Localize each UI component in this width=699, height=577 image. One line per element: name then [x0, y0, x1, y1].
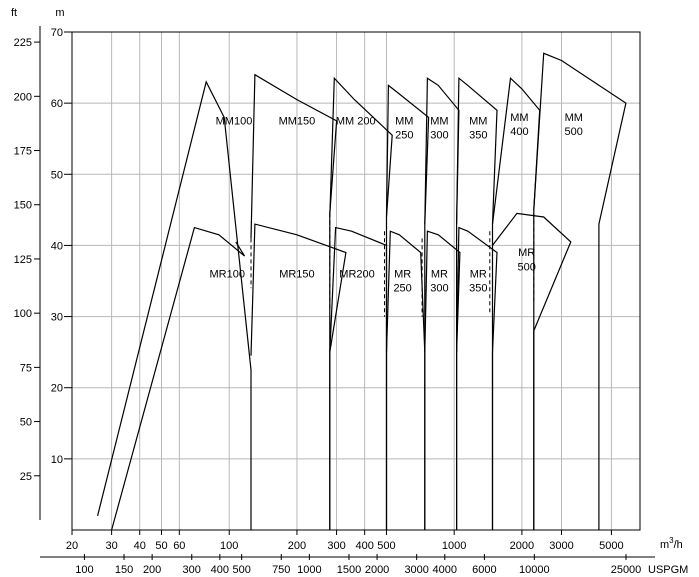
series-curve-mr150	[250, 223, 347, 530]
usgpm-tick-label: 200	[143, 564, 161, 576]
series-label: MR200	[339, 268, 374, 280]
m3h-tick-label: 5000	[599, 540, 623, 552]
series-label: MR	[431, 268, 448, 280]
m3h-tick-label: 500	[377, 540, 395, 552]
m3h-tick-label: 100	[220, 540, 238, 552]
ft-tick-label: 225	[14, 37, 32, 49]
m3h-unit-per-hour: /h	[674, 539, 683, 551]
m-axis-unit: m	[55, 7, 64, 19]
series-label: MR	[394, 268, 411, 280]
usgpm-axis-unit: USPGM	[648, 564, 688, 576]
series-label: MR150	[279, 268, 314, 280]
series-label: MM100	[216, 115, 253, 127]
usgpm-tick-label: 4000	[433, 564, 457, 576]
usgpm-tick-label: 1500	[337, 564, 361, 576]
m3h-tick-label: 3000	[549, 540, 573, 552]
m-tick-label: 70	[51, 27, 63, 39]
usgpm-tick-label: 100	[75, 564, 93, 576]
usgpm-tick-label: 750	[272, 564, 290, 576]
ft-tick-label: 125	[14, 254, 32, 266]
m-tick-label: 10	[51, 454, 63, 466]
usgpm-tick-label: 300	[183, 564, 201, 576]
m3h-tick-label: 1000	[442, 540, 466, 552]
series-curve-mr300	[424, 230, 461, 530]
usgpm-tick-label: 1000	[297, 564, 321, 576]
m-tick-label: 40	[51, 240, 63, 252]
m3h-tick-label: 400	[355, 540, 373, 552]
m-tick-label: 20	[51, 383, 63, 395]
usgpm-tick-label: 6000	[472, 564, 496, 576]
ft-tick-label: 175	[14, 146, 32, 158]
series-label: 250	[395, 130, 413, 142]
series-label: 300	[430, 283, 448, 295]
series-label: MR	[518, 247, 535, 259]
m3h-tick-label: 40	[134, 540, 146, 552]
usgpm-tick-label: 500	[232, 564, 250, 576]
grid	[72, 32, 640, 530]
series-labels: MM100 MM150 MM 200 MM 250 MM 300 MM 350 MM 400 MM 50…	[210, 112, 583, 295]
series-label: 500	[517, 261, 535, 273]
m3h-axis-unit: m3/h	[660, 536, 683, 551]
ft-tick-label: 50	[20, 417, 32, 429]
series-label: 350	[469, 283, 487, 295]
ft-axis-unit: ft	[11, 7, 17, 19]
series-label: 250	[393, 283, 411, 295]
series-curve-mr250	[385, 230, 426, 530]
series-curve-mm150	[250, 73, 338, 530]
series-curve-mm500	[533, 52, 627, 530]
usgpm-tick-label: 25000	[611, 564, 642, 576]
series-curve-mm400	[491, 76, 541, 530]
series-group	[97, 52, 627, 531]
series-label: 350	[469, 130, 487, 142]
series-label: MM150	[279, 115, 316, 127]
ft-tick-label: 150	[14, 200, 32, 212]
m3h-tick-label: 300	[327, 540, 345, 552]
ft-tick-label: 200	[14, 91, 32, 103]
series-label: MM 200	[336, 115, 376, 127]
series-curve-mm200	[329, 76, 393, 530]
series-curve-mm350	[456, 76, 498, 530]
plot-frame	[71, 31, 641, 531]
series-curve-mm100	[97, 80, 252, 530]
series-label: MM	[565, 112, 583, 124]
series-curve-mr100	[111, 226, 246, 531]
usgpm-tick-label: 2000	[365, 564, 389, 576]
series-curve-mr350	[456, 226, 498, 530]
series-label: MR	[470, 268, 487, 280]
m-tick-label: 60	[51, 98, 63, 110]
series-label: MM	[395, 115, 413, 127]
m3h-unit-m: m	[660, 539, 669, 551]
ft-tick-label: 100	[14, 308, 32, 320]
axes: ft 25 50 75 100 125 150 175 200 225 m 10 20 30 40 50 60 7…	[11, 7, 688, 576]
m3h-unit-superscript: 3	[669, 536, 674, 545]
usgpm-tick-label: 3000	[404, 564, 428, 576]
usgpm-tick-label: 400	[211, 564, 229, 576]
m-tick-label: 50	[51, 169, 63, 181]
series-label: 500	[565, 126, 583, 138]
series-label: MR100	[210, 268, 245, 280]
series-label: MM	[510, 112, 528, 124]
usgpm-tick-label: 150	[115, 564, 133, 576]
m3h-tick-label: 50	[155, 540, 167, 552]
series-curve-mr500	[492, 212, 572, 530]
series-curve-mm250	[385, 84, 430, 530]
series-label: MM	[469, 115, 487, 127]
series-label: 300	[430, 130, 448, 142]
series-curve-mr200	[329, 226, 388, 530]
m3h-tick-label: 60	[173, 540, 185, 552]
m3h-tick-label: 30	[105, 540, 117, 552]
series-label: 400	[510, 126, 528, 138]
m3h-tick-label: 20	[66, 540, 78, 552]
m3h-tick-label: 2000	[510, 540, 534, 552]
m-tick-label: 30	[51, 312, 63, 324]
usgpm-tick-label: 10000	[519, 564, 550, 576]
series-label: MM	[430, 115, 448, 127]
m3h-tick-label: 200	[288, 540, 306, 552]
ft-tick-label: 25	[20, 471, 32, 483]
ft-tick-label: 75	[20, 362, 32, 374]
